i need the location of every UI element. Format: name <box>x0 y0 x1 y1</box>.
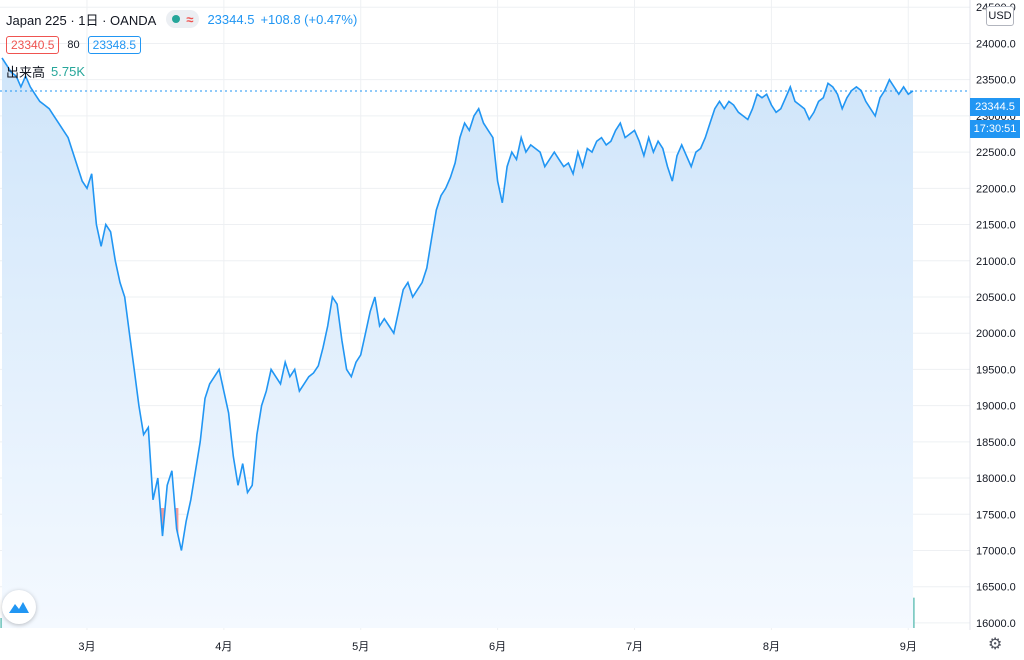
volume-legend: 出来高 5.75K <box>6 60 357 82</box>
time-axis: 3月4月5月6月7月8月9月10月 <box>78 641 917 653</box>
sell-button[interactable]: 23340.5 <box>6 36 60 54</box>
legend-header: Japan 225 · 1日 · OANDA ≈ 23344.5 +108.8 … <box>6 8 357 30</box>
approx-data-icon: ≈ <box>186 11 194 27</box>
x-tick-label: 4月 <box>215 641 232 653</box>
last-price: 23344.5 <box>207 11 255 27</box>
market-status[interactable]: ≈ <box>166 10 200 28</box>
price-area <box>2 57 913 628</box>
gear-icon[interactable]: ⚙ <box>988 636 1003 653</box>
x-tick-label: 9月 <box>900 641 917 653</box>
y-tick-label: 16500.0 <box>976 582 1016 594</box>
y-tick-label: 21500.0 <box>976 220 1016 232</box>
currency-button[interactable]: USD <box>986 6 1014 26</box>
x-tick-label: 7月 <box>626 641 643 653</box>
y-tick-label: 22500.0 <box>976 147 1016 159</box>
y-tick-label: 22000.0 <box>976 183 1016 195</box>
current-price-label: 23344.5 <box>970 98 1020 116</box>
tradingview-logo-icon[interactable] <box>2 590 36 624</box>
price-change: +108.8 (+0.47%) <box>260 11 358 27</box>
y-tick-label: 16000.0 <box>976 618 1016 630</box>
y-tick-label: 18500.0 <box>976 437 1016 449</box>
y-tick-label: 19000.0 <box>976 401 1016 413</box>
x-tick-label: 3月 <box>78 641 95 653</box>
volume-value: 5.75K <box>51 63 85 79</box>
y-tick-label: 21000.0 <box>976 256 1016 268</box>
bar-countdown-label: 17:30:51 <box>970 120 1020 138</box>
y-tick-label: 18000.0 <box>976 473 1016 485</box>
legend: Japan 225 · 1日 · OANDA ≈ 23344.5 +108.8 … <box>6 8 357 82</box>
market-open-icon <box>172 15 181 23</box>
volume-bar <box>0 618 4 628</box>
x-tick-label: 8月 <box>763 641 780 653</box>
y-tick-label: 24000.0 <box>976 38 1016 50</box>
x-tick-label: 6月 <box>489 641 506 653</box>
y-tick-label: 20500.0 <box>976 292 1016 304</box>
price-axis: 16000.0 16500.0 17000.0 17500.0 18000.0 18500… <box>976 2 1016 630</box>
y-tick-label: 23500.0 <box>976 75 1016 87</box>
spread-value: 80 <box>67 39 80 51</box>
y-tick-label: 19500.0 <box>976 364 1016 376</box>
buy-button[interactable]: 23348.5 <box>87 36 142 54</box>
price-line <box>1 57 914 551</box>
y-tick-label: 17500.0 <box>976 509 1016 521</box>
y-tick-label: 17000.0 <box>976 545 1016 557</box>
quote-row: 23340.5 80 23348.5 <box>6 34 357 56</box>
volume-label[interactable]: 出来高 <box>6 64 46 80</box>
x-tick-label: 5月 <box>352 641 369 653</box>
y-tick-label: 20000.0 <box>976 328 1016 340</box>
symbol-title[interactable]: Japan 225 · 1日 · OANDA <box>6 12 157 28</box>
